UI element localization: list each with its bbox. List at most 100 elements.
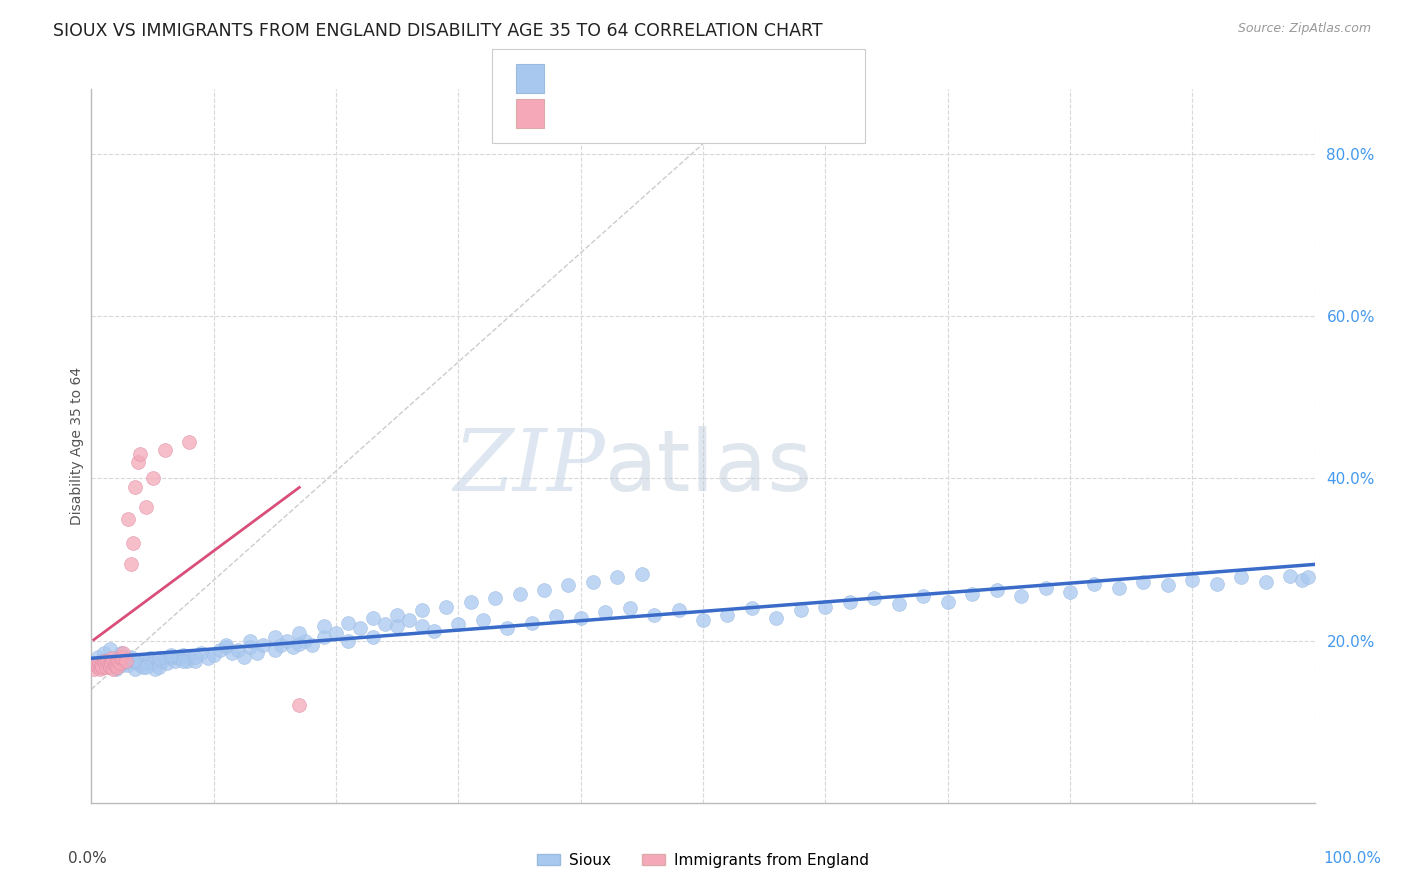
Point [1291,573,1313,587]
Point [112,646,135,660]
Point [101,651,124,665]
Point [312,630,335,644]
Point [239,633,262,648]
Point [184,654,207,668]
Point [270,638,292,652]
Text: N =: N = [678,106,714,120]
Point [136,657,159,671]
Point [94,659,117,673]
Point [93,654,115,668]
Point [374,617,396,632]
Point [163,654,186,668]
Point [114,654,136,668]
Point [1010,589,1032,603]
Point [135,659,157,673]
Point [84,657,107,672]
Point [91,659,114,673]
Point [197,651,219,665]
Point [111,649,134,664]
Point [124,662,146,676]
Point [111,657,134,671]
Point [245,646,267,660]
Point [100,657,122,671]
Point [631,567,654,582]
Point [143,662,166,676]
Point [668,603,690,617]
Point [325,625,347,640]
Point [1108,581,1130,595]
Point [104,657,127,672]
Text: 36: 36 [721,106,749,120]
Point [288,625,311,640]
Text: SIOUX VS IMMIGRANTS FROM ENGLAND DISABILITY AGE 35 TO 64 CORRELATION CHART: SIOUX VS IMMIGRANTS FROM ENGLAND DISABIL… [53,22,823,40]
Point [716,607,738,622]
Point [496,622,519,636]
Point [606,570,628,584]
Point [179,434,201,449]
Point [1298,570,1320,584]
Point [1083,577,1105,591]
Point [98,659,121,673]
Point [252,638,274,652]
Point [129,657,152,672]
Point [361,611,384,625]
Point [887,597,910,611]
Point [135,500,157,514]
Point [141,471,163,485]
Point [122,654,145,668]
Point [124,479,146,493]
Point [569,611,592,625]
Point [160,648,183,663]
Text: 100.0%: 100.0% [1323,851,1382,865]
Point [117,512,139,526]
Y-axis label: Disability Age 35 to 64: Disability Age 35 to 64 [70,367,84,525]
Point [288,637,311,651]
Point [557,578,579,592]
Point [172,648,194,663]
Point [765,611,787,625]
Point [172,654,194,668]
Point [460,595,482,609]
Point [398,613,420,627]
Point [283,640,305,654]
Point [509,586,531,600]
Point [582,575,605,590]
Point [337,615,360,630]
Point [264,630,287,644]
Point [127,654,149,668]
Point [98,641,121,656]
Point [1205,577,1227,591]
Point [411,619,433,633]
Point [233,649,256,664]
Point [239,640,262,654]
Point [936,595,959,609]
Point [150,654,173,668]
Point [107,649,129,664]
Point [411,603,433,617]
Point [423,624,446,638]
Point [148,651,170,665]
Point [312,619,335,633]
Point [385,619,409,633]
Point [912,589,935,603]
Point [184,649,207,664]
Point [114,654,136,668]
Point [447,617,470,632]
Point [117,657,139,672]
Point [129,447,152,461]
Point [160,649,183,664]
Point [122,536,145,550]
Point [107,654,129,668]
Point [1132,575,1154,590]
Point [103,654,125,668]
Point [349,622,371,636]
Point [1035,581,1057,595]
Point [434,599,457,614]
Point [134,654,156,668]
Point [89,662,111,676]
Point [202,648,225,663]
Point [179,649,201,664]
Point [471,613,494,627]
Point [294,633,316,648]
Text: 125: 125 [721,71,755,86]
